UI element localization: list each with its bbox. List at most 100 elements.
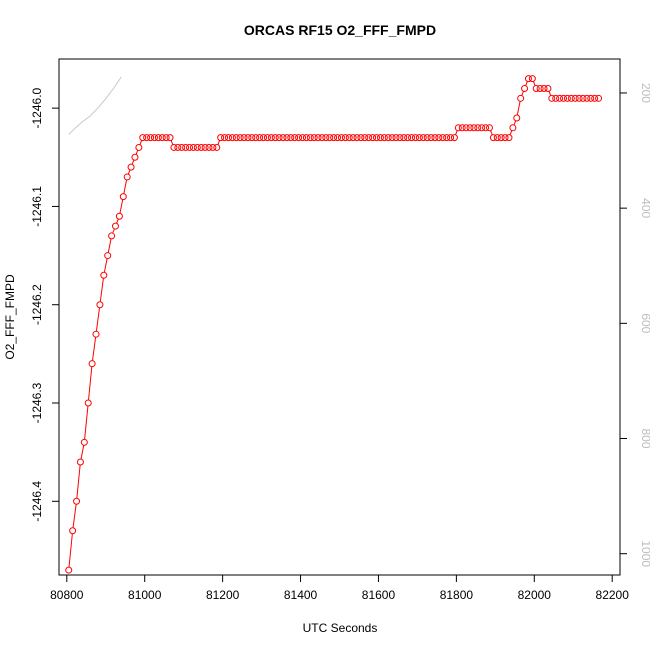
- series-line-segment: [103, 258, 108, 273]
- data-point: [337, 134, 345, 142]
- data-point: [76, 458, 84, 466]
- data-point: [439, 134, 447, 142]
- data-point: [240, 134, 248, 142]
- series-line-segment: [76, 464, 81, 499]
- data-point: [139, 134, 147, 142]
- data-point: [209, 143, 217, 151]
- data-point: [271, 134, 279, 142]
- series-line-segment: [127, 169, 131, 175]
- data-point: [513, 114, 521, 122]
- data-point: [69, 527, 77, 535]
- x-axis-label: UTC Seconds: [303, 621, 378, 635]
- data-point: [571, 94, 579, 102]
- y-axis: -1246.4 -1246.3 -1246.2 -1246.1 -1246.0: [30, 87, 60, 522]
- data-point: [556, 94, 564, 102]
- series-line-segment: [92, 337, 97, 361]
- data-point: [400, 134, 408, 142]
- secondary-series-line: [68, 76, 122, 135]
- series-line-segment: [88, 366, 93, 401]
- data-point: [376, 134, 384, 142]
- data-point: [415, 134, 423, 142]
- data-point: [505, 134, 513, 142]
- series-line-segment: [68, 533, 73, 568]
- data-point: [287, 134, 295, 142]
- data-point: [431, 134, 439, 142]
- data-point: [521, 84, 529, 92]
- data-point: [497, 134, 505, 142]
- series-line-segment: [513, 120, 517, 126]
- secondary-y-axis: 200 400 600 800 1000: [619, 83, 650, 567]
- data-point: [443, 134, 451, 142]
- x-tick-label: 81800: [440, 588, 474, 602]
- data-point: [373, 134, 381, 142]
- data-point: [392, 134, 400, 142]
- data-point: [88, 360, 96, 368]
- data-point: [544, 84, 552, 92]
- data-point: [162, 134, 170, 142]
- data-point: [357, 134, 365, 142]
- x-tick-label: 82200: [596, 588, 630, 602]
- data-point: [349, 134, 357, 142]
- data-point: [201, 143, 209, 151]
- data-point: [318, 134, 326, 142]
- series-line-segment: [80, 445, 85, 460]
- y2-tick-label: 600: [639, 313, 650, 333]
- data-point: [493, 134, 501, 142]
- x-tick-label: 82000: [518, 588, 552, 602]
- data-point: [567, 94, 575, 102]
- data-point: [404, 134, 412, 142]
- data-point: [462, 124, 470, 132]
- chart-title: ORCAS RF15 O2_FFF_FMPD: [244, 22, 436, 38]
- data-point: [466, 124, 474, 132]
- data-point: [314, 134, 322, 142]
- data-point: [92, 330, 100, 338]
- data-point: [341, 134, 349, 142]
- data-point: [111, 222, 119, 230]
- y2-tick-label: 200: [639, 83, 650, 103]
- data-point: [548, 94, 556, 102]
- data-point: [478, 124, 486, 132]
- data-point: [427, 134, 435, 142]
- data-point: [100, 271, 108, 279]
- data-point: [458, 124, 466, 132]
- data-point: [186, 143, 194, 151]
- data-point: [131, 153, 139, 161]
- data-point: [595, 94, 603, 102]
- y-tick-label: -1246.3: [30, 382, 44, 423]
- data-point: [587, 94, 595, 102]
- data-point: [447, 134, 455, 142]
- x-tick-label: 81600: [362, 588, 396, 602]
- series-line-segment: [123, 179, 128, 194]
- data-point: [517, 94, 525, 102]
- series-layer: [65, 75, 603, 574]
- data-point: [213, 143, 221, 151]
- data-point: [166, 134, 174, 142]
- data-point: [217, 134, 225, 142]
- series-line-segment: [116, 218, 119, 224]
- data-point: [423, 134, 431, 142]
- data-point: [279, 134, 287, 142]
- data-point: [232, 134, 240, 142]
- y2-tick-label: 400: [639, 198, 650, 218]
- data-point: [80, 438, 88, 446]
- data-point: [197, 143, 205, 151]
- data-point: [84, 399, 92, 407]
- data-point: [135, 143, 143, 151]
- series-line-segment: [217, 140, 221, 145]
- data-point: [353, 134, 361, 142]
- data-point: [482, 124, 490, 132]
- series-line-segment: [521, 91, 524, 96]
- series-line-segment: [455, 130, 458, 136]
- data-point: [267, 134, 275, 142]
- data-point: [540, 84, 548, 92]
- data-point: [96, 301, 104, 309]
- data-point: [158, 134, 166, 142]
- data-point: [419, 134, 427, 142]
- data-point: [388, 134, 396, 142]
- data-point: [127, 163, 135, 171]
- series-line-segment: [72, 504, 77, 528]
- data-point: [248, 134, 256, 142]
- data-point: [178, 143, 186, 151]
- data-point: [470, 124, 478, 132]
